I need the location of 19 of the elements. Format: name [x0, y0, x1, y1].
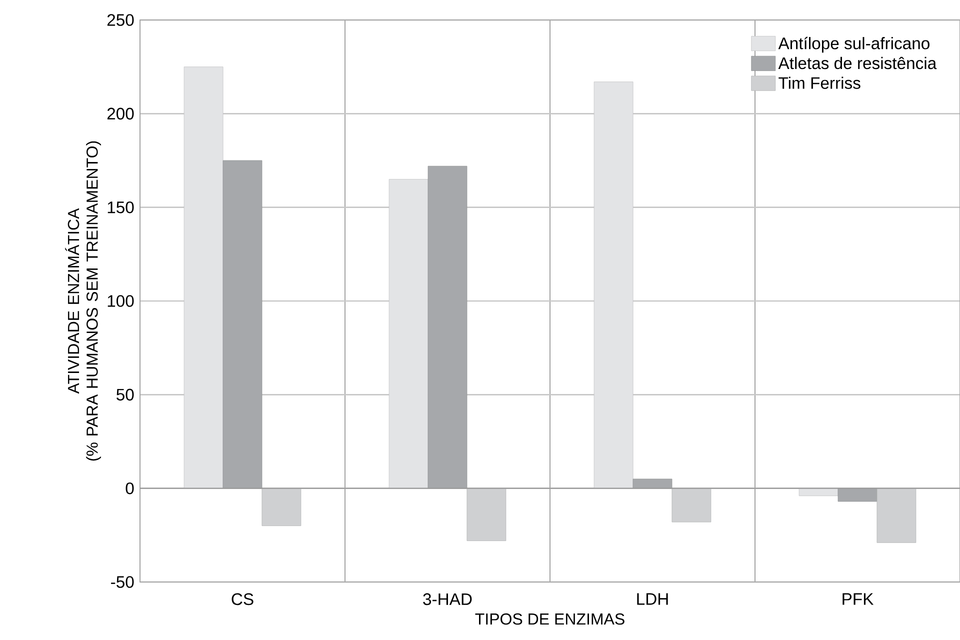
x-tick-label: 3-HAD — [423, 593, 472, 606]
y-tick-label: 150 — [108, 201, 134, 214]
x-tick-label: PFK — [842, 593, 874, 605]
y-tick-label: 200 — [107, 108, 134, 120]
x-axis-title: TIPOS DE ENZIMAS — [475, 613, 624, 625]
y-tick-label: 0 — [126, 482, 134, 494]
bar — [594, 82, 634, 489]
y-tick-label: 100 — [108, 295, 134, 307]
legend-label: Atletas de resistência — [778, 56, 937, 70]
x-tick-label: LDH — [637, 593, 668, 605]
y-tick-label: 50 — [116, 388, 134, 401]
x-tick-label: CS — [232, 593, 254, 606]
legend-label: Antílope sul-africano — [778, 36, 930, 53]
legend-label: Tim Ferriss — [778, 76, 860, 89]
y-axis-title: ATIVIDADE ENZIMÁTICA (% PARA HUMANOS SEM TREINAMENTO) — [65, 141, 101, 461]
bar — [184, 66, 224, 489]
bar — [388, 179, 428, 489]
y-tick-label: 250 — [107, 14, 134, 26]
y-tick-label: -50 — [111, 576, 134, 588]
